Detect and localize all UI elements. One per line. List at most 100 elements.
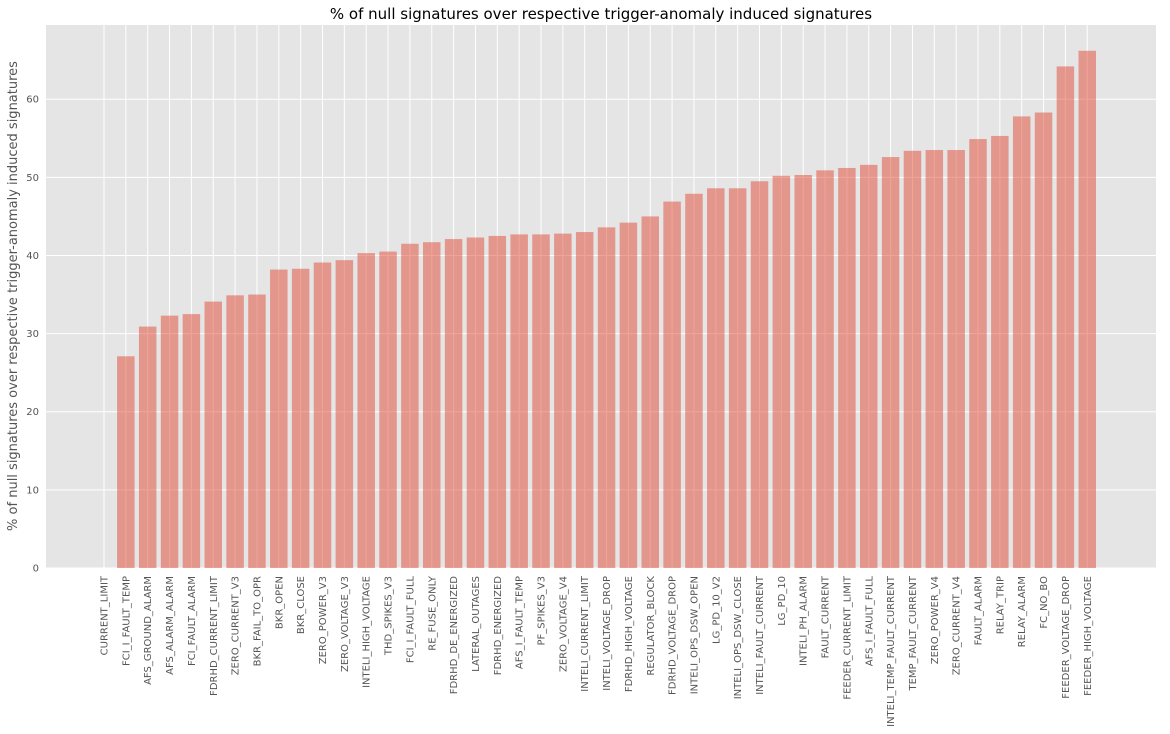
bar (641, 216, 659, 568)
bar (860, 164, 878, 568)
x-tick-label: INTELI_TEMP_FAULT_CURRENT (886, 575, 897, 727)
x-tick-label: ZERO_CURRENT_V4 (952, 576, 963, 675)
x-tick-label: FCI_I_FAULT_FULL (405, 576, 416, 664)
x-tick-label: FAULT_ALARM (974, 576, 985, 645)
bar (619, 222, 638, 568)
x-tick-label: FEEDER_HIGH_VOLTAGE (1083, 576, 1094, 696)
x-tick-label: FCI_I_FAULT_TEMP (121, 576, 132, 666)
y-tick-label: 0 (33, 564, 39, 575)
x-tick-label: LG_PD_10 (777, 576, 788, 626)
x-tick-label: LATERAL_OUTAGES (471, 576, 482, 672)
x-tick-label: RELAY_ALARM (1017, 576, 1028, 647)
bar (488, 235, 507, 568)
x-tick-label: PF_SPIKES_V3 (537, 576, 548, 646)
bar (1034, 112, 1053, 568)
x-tick-label: ZERO_CURRENT_V3 (231, 576, 242, 675)
bar (685, 193, 703, 568)
x-tick-label: INTELI_OPS_DSW_OPEN (689, 576, 700, 694)
y-tick-label: 60 (26, 95, 39, 106)
bar (969, 139, 987, 568)
x-tick-label: FEEDER_VOLTAGE_DROP (1061, 576, 1072, 699)
x-tick-label: REGULATOR_BLOCK (646, 576, 657, 676)
x-tick-label: ZERO_POWER_V4 (930, 576, 941, 664)
y-tick-label: 30 (26, 329, 39, 340)
bar (248, 294, 266, 568)
bar (794, 175, 812, 568)
bar (991, 135, 1009, 568)
x-tick-label: FC_NO_BO (1039, 576, 1050, 629)
bar (816, 170, 834, 568)
bar (117, 356, 135, 568)
x-tick-label: FDRHD_ENERGIZED (493, 576, 504, 676)
bar (335, 260, 354, 568)
bar (925, 150, 944, 568)
x-tick-label: INTELI_CURRENT_LIMIT (580, 575, 591, 692)
x-tick-label: BKR_FAIL_TO_OPR (252, 576, 263, 666)
bar (838, 167, 856, 568)
x-tick-label: INTELI_HIGH_VOLTAGE (362, 576, 373, 688)
y-tick-label: 10 (26, 485, 39, 496)
bar (881, 157, 900, 568)
bar (270, 269, 288, 568)
bar (1078, 50, 1096, 569)
bar (444, 239, 463, 568)
x-tick-label: AFS_ALARM_ALARM (165, 576, 176, 675)
x-tick-label: FEEDER_CURRENT_LIMIT (842, 575, 853, 700)
x-tick-label: AFS_I_FAULT_FULL (864, 576, 875, 667)
bar (575, 232, 594, 569)
x-tick-label: LG_PD_10_V2 (711, 576, 722, 644)
x-tick-label: RELAY_TRIP (995, 576, 1006, 634)
bar (707, 188, 725, 568)
x-tick-label: TEMP_FAULT_CURRENT (908, 575, 919, 691)
x-tick-label: ZERO_VOLTAGE_V4 (558, 576, 569, 672)
bar (423, 242, 441, 568)
bar (313, 262, 332, 568)
bar (401, 243, 419, 569)
bar (291, 268, 310, 568)
x-tick-label: INTELI_FAULT_CURRENT (755, 575, 766, 695)
chart-title: % of null signatures over respective tri… (330, 5, 872, 23)
bar (750, 181, 769, 569)
x-tick-label: INTELI_OPS_DSW_CLOSE (733, 576, 744, 699)
bar (554, 233, 572, 568)
bar (466, 237, 485, 568)
x-tick-label: INTELI_VOLTAGE_DROP (602, 576, 613, 691)
bar (379, 251, 397, 568)
y-tick-label: 20 (26, 407, 39, 418)
bar (903, 150, 922, 568)
bar (182, 314, 201, 568)
bar (510, 234, 528, 568)
x-tick-label: FDRHD_DE_ENERGIZED (449, 576, 460, 695)
y-axis-ticks: 0 10 20 30 40 50 60 (26, 95, 39, 575)
x-tick-label: AFS_I_FAULT_TEMP (515, 576, 526, 669)
bar (1012, 116, 1031, 569)
x-tick-label: FDRHD_VOLTAGE_DROP (668, 576, 679, 695)
bar (663, 201, 681, 568)
x-tick-label: FAULT_CURRENT (821, 575, 832, 658)
x-tick-label: AFS_GROUND_ALARM (143, 576, 154, 685)
x-axis-ticks: CURRENT_LIMIT FCI_I_FAULT_TEMP AFS_GROUND_… (100, 575, 1094, 727)
x-tick-label: INTELI_PH_ALARM (799, 576, 810, 666)
bar (772, 175, 791, 569)
bar (357, 253, 375, 568)
bar (160, 315, 179, 568)
bar (1056, 66, 1075, 568)
bar (532, 234, 550, 568)
x-tick-label: ZERO_POWER_V3 (318, 576, 329, 664)
bar (204, 301, 222, 568)
x-tick-label: FDRHD_CURRENT_LIMIT (209, 575, 220, 696)
bar (597, 227, 616, 568)
y-axis-label: % of null signatures over respective tri… (6, 61, 21, 531)
x-tick-label: CURRENT_LIMIT (100, 575, 111, 655)
y-tick-label: 50 (26, 173, 39, 184)
x-tick-label: RE_FUSE_ONLY (427, 575, 438, 651)
x-tick-label: ZERO_VOLTAGE_V3 (340, 576, 351, 672)
x-tick-label: FDRHD_HIGH_VOLTAGE (624, 576, 635, 692)
x-tick-label: BKR_CLOSE (296, 576, 307, 634)
bars (117, 50, 1096, 569)
x-tick-label: BKR_OPEN (274, 576, 285, 629)
y-tick-label: 40 (26, 251, 39, 262)
bar (947, 150, 965, 568)
